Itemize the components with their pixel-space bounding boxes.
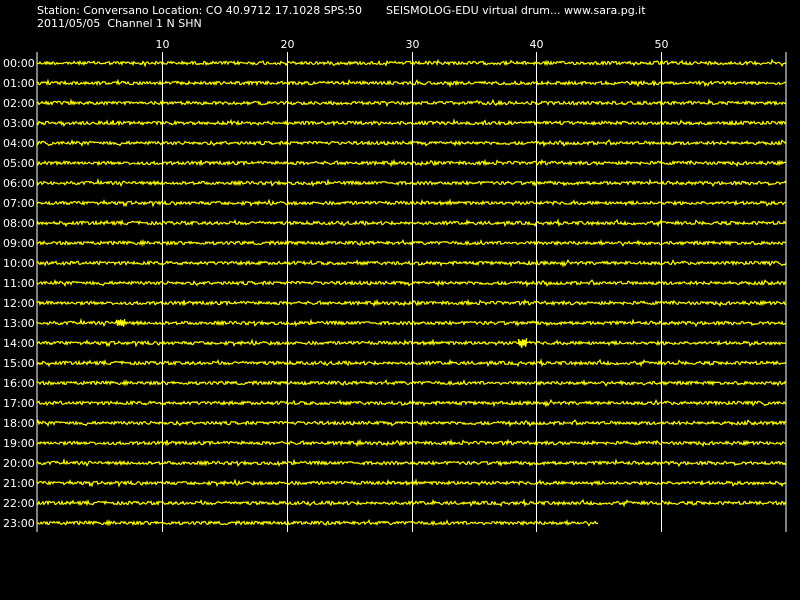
x-tick-label-10: 10 xyxy=(156,38,170,51)
hour-label-1200: 12:00 xyxy=(3,297,35,310)
trace-1800 xyxy=(36,419,787,428)
trace-layer xyxy=(36,58,787,527)
trace-1100 xyxy=(36,279,787,288)
hour-label-0600: 06:00 xyxy=(3,177,35,190)
trace-0100 xyxy=(36,78,787,88)
trace-0500 xyxy=(36,158,787,168)
hour-label-1400: 14:00 xyxy=(3,337,35,350)
x-tick-label-20: 20 xyxy=(281,38,295,51)
hour-label-1100: 11:00 xyxy=(3,277,35,290)
hour-label-0100: 01:00 xyxy=(3,77,35,90)
hour-label-0800: 08:00 xyxy=(3,217,35,230)
hour-label-1500: 15:00 xyxy=(3,357,35,370)
hour-label-1800: 18:00 xyxy=(3,417,35,430)
hour-labels: 00:00 01:00 02:00 03:00 04:00 05:00 06:00 07:00… xyxy=(3,57,35,530)
trace-1000 xyxy=(36,258,787,268)
trace-1700 xyxy=(36,398,787,408)
trace-1900 xyxy=(36,438,787,448)
trace-2100 xyxy=(36,478,787,488)
trace-1200 xyxy=(36,298,787,308)
hour-label-1000: 10:00 xyxy=(3,257,35,270)
trace-0900 xyxy=(36,238,786,247)
trace-0700 xyxy=(36,198,787,208)
x-tick-labels: 10 20 30 40 50 xyxy=(156,38,669,51)
hour-label-0900: 09:00 xyxy=(3,237,35,250)
trace-0300 xyxy=(36,118,787,127)
trace-0400 xyxy=(36,139,787,148)
hour-label-1300: 13:00 xyxy=(3,317,35,330)
event-1400 xyxy=(517,338,528,348)
trace-2300 xyxy=(36,518,599,527)
hour-label-1700: 17:00 xyxy=(3,397,35,410)
date-channel-info: 2011/05/05 Channel 1 N SHN xyxy=(37,17,202,30)
hour-label-0400: 04:00 xyxy=(3,137,35,150)
trace-1400 xyxy=(36,338,787,348)
trace-2200 xyxy=(36,498,787,508)
event-1300 xyxy=(115,319,126,327)
app-title: SEISMOLOG-EDU virtual drum... www.sara.p… xyxy=(386,4,646,17)
hour-label-0000: 00:00 xyxy=(3,57,35,70)
x-tick-label-30: 30 xyxy=(406,38,420,51)
station-info: Station: Conversano Location: CO 40.9712… xyxy=(37,4,362,17)
hour-label-0700: 07:00 xyxy=(3,197,35,210)
hour-label-2100: 21:00 xyxy=(3,477,35,490)
trace-1500 xyxy=(36,358,787,368)
trace-0800 xyxy=(36,218,787,228)
hour-label-2000: 20:00 xyxy=(3,457,35,470)
trace-0000 xyxy=(36,58,787,68)
hour-label-1600: 16:00 xyxy=(3,377,35,390)
x-tick-label-40: 40 xyxy=(530,38,544,51)
grid-layer xyxy=(36,52,787,532)
hour-label-0200: 02:00 xyxy=(3,97,35,110)
hour-label-0300: 03:00 xyxy=(3,117,35,130)
hour-label-1900: 19:00 xyxy=(3,437,35,450)
trace-1300 xyxy=(36,317,787,328)
trace-0200 xyxy=(36,98,787,108)
trace-2000 xyxy=(36,457,787,468)
hour-label-2300: 23:00 xyxy=(3,517,35,530)
x-tick-label-50: 50 xyxy=(655,38,669,51)
hour-label-0500: 05:00 xyxy=(3,157,35,170)
trace-0600 xyxy=(36,177,787,188)
hour-label-2200: 22:00 xyxy=(3,497,35,510)
trace-1600 xyxy=(36,378,787,387)
